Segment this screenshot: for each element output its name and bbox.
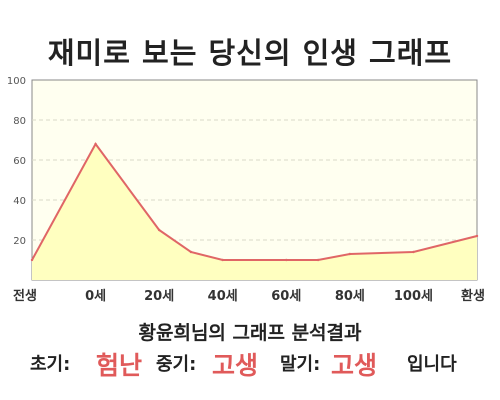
page-title: 재미로 보는 당신의 인생 그래프 [47, 36, 453, 70]
life-area [32, 144, 477, 280]
data-point [412, 250, 415, 254]
suffix-text: 입니다 [407, 354, 457, 375]
x-tick-label: 0세 [85, 289, 106, 304]
y-tick-label: 40 [13, 196, 26, 207]
early-value: 험난 [96, 351, 143, 380]
data-point [94, 142, 97, 146]
middle-label: 중기: [156, 354, 197, 375]
data-point [285, 258, 288, 262]
x-tick-label: 20세 [144, 289, 174, 304]
x-tick-label: 60세 [271, 289, 301, 304]
data-point [316, 258, 320, 262]
x-tick-label: 80세 [335, 289, 365, 304]
data-point [221, 258, 224, 262]
late-value: 고생 [331, 351, 378, 380]
y-tick-label: 60 [13, 156, 26, 167]
data-point [475, 234, 479, 238]
life-line [31, 142, 478, 261]
middle-value: 고생 [212, 351, 259, 380]
analysis-heading: 황윤희님의 그래프 분석결과 [138, 322, 362, 344]
y-tick-label: 20 [13, 236, 26, 247]
x-tick-label: 전생 [13, 288, 37, 304]
data-point [157, 228, 161, 232]
y-tick-label: 80 [13, 116, 26, 127]
data-point [30, 258, 34, 262]
data-point [348, 252, 352, 256]
data-point [189, 250, 193, 254]
x-tick-label: 100세 [394, 289, 433, 304]
early-label: 초기: [30, 354, 71, 375]
x-tick-label: 40세 [208, 289, 238, 304]
y-tick-label: 100 [7, 76, 26, 87]
x-tick-label: 환생 [461, 288, 485, 304]
late-label: 말기: [280, 354, 321, 375]
